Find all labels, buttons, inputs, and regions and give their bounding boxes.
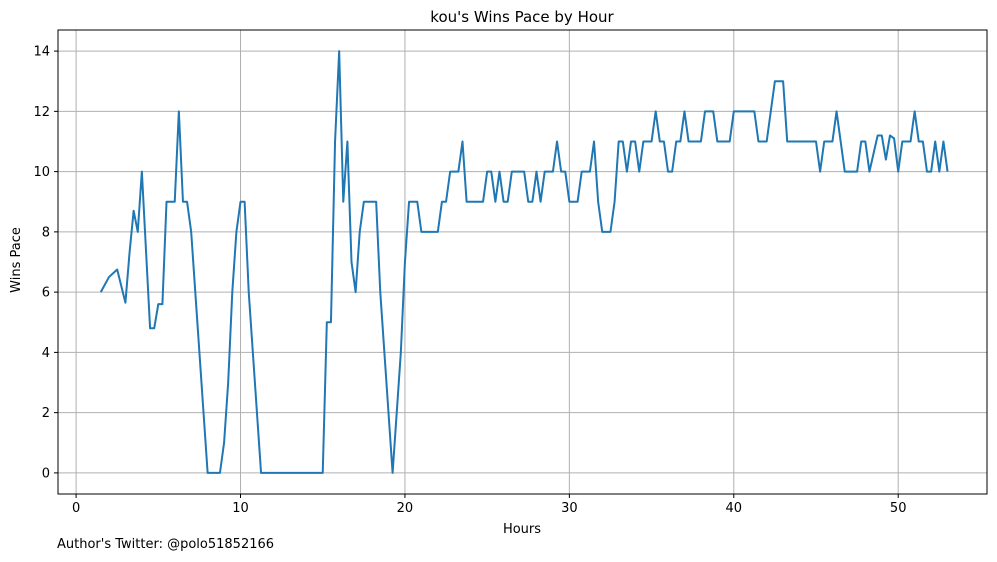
- x-tick-label: 40: [726, 501, 743, 516]
- author-credit: Author's Twitter: @polo51852166: [57, 537, 275, 552]
- x-tick-label: 0: [72, 501, 80, 516]
- y-tick-label: 2: [42, 406, 50, 421]
- y-axis-label: Wins Pace: [9, 227, 24, 293]
- x-axis-label: Hours: [503, 522, 541, 537]
- y-tick-label: 4: [42, 346, 50, 361]
- x-tick-label: 50: [890, 501, 907, 516]
- series-layer: [99, 50, 949, 474]
- y-tick-label: 0: [42, 466, 50, 481]
- axis-ticks: 0 10 20 30 40 50 0 2 4 6 8 10 12 14: [33, 45, 906, 516]
- y-tick-label: 6: [42, 286, 50, 301]
- wins-pace-line: [99, 50, 949, 474]
- x-tick-label: 10: [232, 501, 249, 516]
- y-tick-label: 14: [33, 45, 50, 60]
- y-tick-label: 8: [42, 225, 50, 240]
- plot-frame: [57, 29, 988, 495]
- y-tick-label: 12: [33, 105, 50, 120]
- chart-title: kou's Wins Pace by Hour: [430, 8, 614, 26]
- grid-lines: [58, 30, 987, 494]
- x-tick-label: 20: [397, 501, 414, 516]
- y-tick-label: 10: [33, 165, 50, 180]
- x-tick-label: 30: [561, 501, 578, 516]
